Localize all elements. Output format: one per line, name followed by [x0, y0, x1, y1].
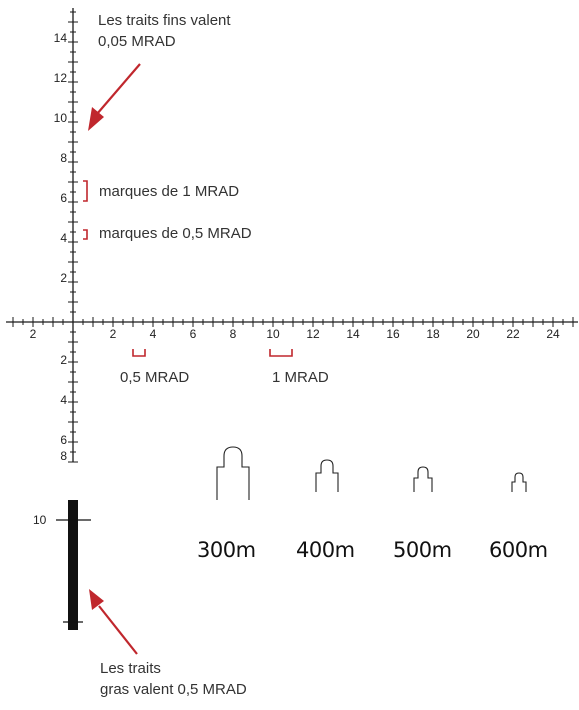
bracket-05-mrad-vertical — [83, 229, 88, 240]
note-marks-05-mrad: marques de 0,5 MRAD — [99, 225, 252, 242]
v-label-4: 4 — [60, 231, 67, 245]
h-label-18: 18 — [426, 327, 440, 341]
v-label-4-lower: 4 — [60, 393, 67, 407]
v-label-14: 14 — [54, 31, 68, 45]
h-label-20: 20 — [466, 327, 480, 341]
v-label-10: 10 — [54, 111, 68, 125]
arrow-bold-lines — [89, 589, 138, 655]
arrow-fine-lines — [88, 63, 141, 131]
v-label-8: 8 — [60, 151, 67, 165]
thick-post — [68, 500, 78, 630]
h-label-16: 16 — [386, 327, 400, 341]
bracket-1-mrad-vertical — [83, 180, 88, 202]
v-label-2-lower: 2 — [60, 353, 67, 367]
note-bold-lines-line2: gras valent 0,5 MRAD — [100, 681, 247, 698]
bracket-05-mrad-horizontal — [132, 349, 146, 357]
note-fine-lines-line2: 0,05 MRAD — [98, 33, 176, 50]
h-label-4: 4 — [150, 327, 157, 341]
v-label-6: 6 — [60, 191, 67, 205]
v-label-2: 2 — [60, 271, 67, 285]
note-fine-lines: Les traits fins valent 0,05 MRAD — [98, 10, 231, 52]
distance-400m: 400m — [296, 538, 355, 562]
note-h-1-mrad: 1 MRAD — [272, 369, 329, 386]
distance-600m: 600m — [489, 538, 548, 562]
bracket-1-mrad-horizontal — [269, 349, 293, 357]
note-fine-lines-line1: Les traits fins valent — [98, 12, 231, 29]
note-h-05-mrad: 0,5 MRAD — [120, 369, 190, 386]
h-label-2: 2 — [110, 327, 117, 341]
horizontal-ticks — [12, 317, 574, 327]
h-label-2-left: 2 — [30, 327, 37, 341]
v-label-6-lower: 6 — [60, 433, 67, 447]
v-label-12: 12 — [54, 71, 68, 85]
h-label-12: 12 — [306, 327, 320, 341]
target-400m-icon — [315, 459, 339, 492]
h-label-10: 10 — [266, 327, 280, 341]
post-label-10: 10 — [33, 513, 47, 527]
h-label-24: 24 — [546, 327, 560, 341]
vertical-ticks — [68, 11, 78, 463]
h-label-6: 6 — [190, 327, 197, 341]
note-bold-lines-line1: Les traits — [100, 660, 161, 677]
distance-500m: 500m — [393, 538, 452, 562]
note-marks-1-mrad: marques de 1 MRAD — [99, 183, 240, 200]
distance-300m: 300m — [197, 538, 256, 562]
h-label-14: 14 — [346, 327, 360, 341]
note-bold-lines: Les traits gras valent 0,5 MRAD — [100, 658, 247, 700]
target-300m-icon — [216, 446, 250, 500]
v-label-8-lower: 8 — [60, 449, 67, 463]
target-600m-icon — [511, 472, 527, 492]
target-500m-icon — [413, 466, 433, 492]
h-label-8: 8 — [230, 327, 237, 341]
h-label-22: 22 — [506, 327, 520, 341]
